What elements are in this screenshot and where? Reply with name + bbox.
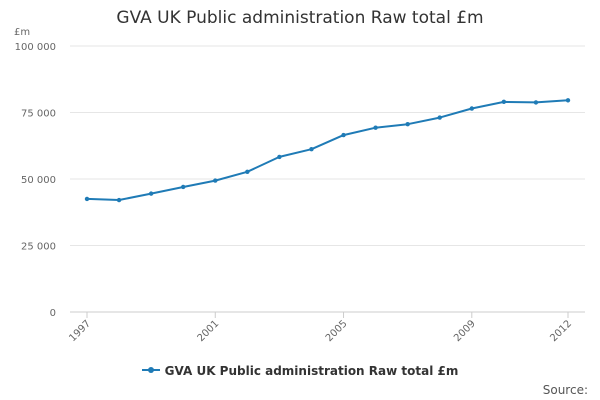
data-point bbox=[116, 197, 122, 203]
source-label: Source: bbox=[542, 383, 588, 397]
data-point bbox=[213, 178, 218, 183]
data-point bbox=[501, 99, 507, 105]
chart-title: GVA UK Public administration Raw total £… bbox=[116, 8, 484, 28]
y-axis-unit-label: £m bbox=[14, 27, 30, 38]
y-tick-label: 0 bbox=[50, 308, 56, 319]
data-point bbox=[181, 184, 186, 190]
x-tick-label: 2009 bbox=[452, 318, 478, 344]
data-point bbox=[437, 115, 442, 120]
data-point bbox=[309, 147, 314, 152]
data-point bbox=[565, 98, 571, 103]
y-tick-label: 25 000 bbox=[21, 242, 56, 253]
x-tick-label: 2001 bbox=[196, 318, 222, 344]
x-tick-label: 2012 bbox=[548, 318, 574, 344]
y-tick-label: 75 000 bbox=[21, 109, 56, 120]
x-tick-label: 1997 bbox=[67, 318, 93, 344]
data-point bbox=[245, 169, 250, 175]
y-tick-label: 50 000 bbox=[21, 175, 56, 186]
data-point bbox=[405, 122, 410, 127]
data-point bbox=[533, 100, 539, 105]
series-group bbox=[84, 98, 571, 203]
data-point bbox=[341, 132, 346, 138]
data-point bbox=[373, 125, 378, 130]
data-point bbox=[84, 196, 90, 202]
grid-lines bbox=[70, 45, 585, 246]
data-point bbox=[148, 191, 154, 196]
y-tick-label: 100 000 bbox=[15, 42, 56, 53]
x-axis: 1997 2001 2005 2009 2012 bbox=[67, 311, 585, 344]
y-axis-ticks: 0 25 000 50 000 75 000 100 000 bbox=[15, 42, 56, 319]
legend-swatch bbox=[141, 366, 160, 373]
data-point bbox=[469, 106, 474, 111]
data-point bbox=[277, 154, 282, 160]
legend-label: GVA UK Public administration Raw total £… bbox=[164, 364, 459, 378]
x-tick-label: 2005 bbox=[324, 318, 350, 344]
series-line bbox=[86, 99, 569, 201]
legend: GVA UK Public administration Raw total £… bbox=[0, 364, 600, 378]
